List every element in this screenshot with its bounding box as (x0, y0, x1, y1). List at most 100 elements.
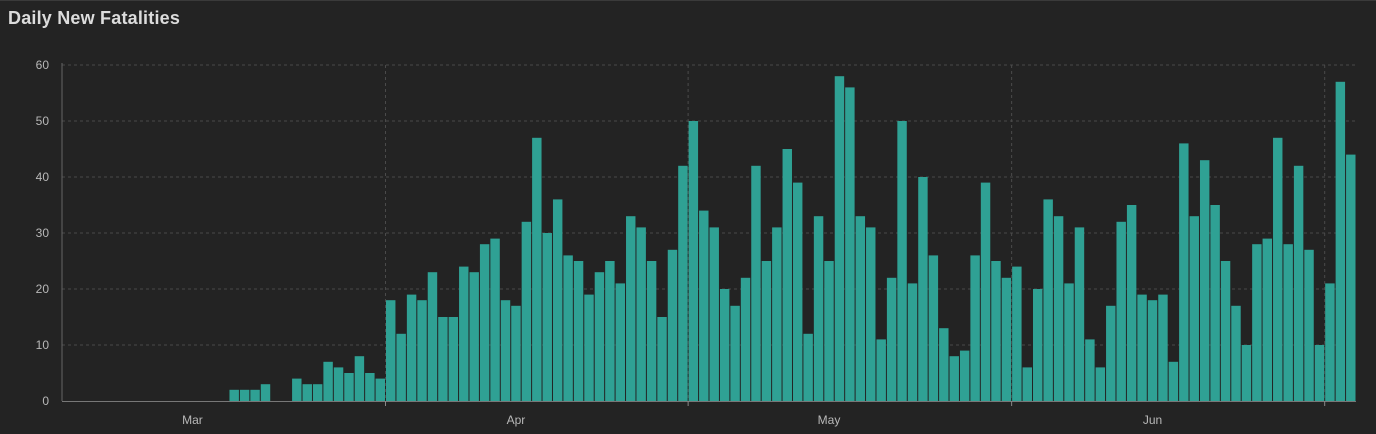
bar (1126, 205, 1137, 401)
bar (667, 249, 678, 401)
bar (459, 266, 469, 401)
bar (876, 339, 886, 401)
bar (490, 238, 500, 401)
bar (1241, 345, 1252, 401)
bar (312, 384, 323, 401)
y-tick-label: 50 (36, 114, 50, 128)
bar (626, 216, 636, 401)
bar (886, 277, 897, 401)
bar (1001, 277, 1012, 401)
bar (1273, 137, 1283, 402)
bar (1346, 154, 1356, 401)
bar (354, 356, 365, 401)
bar (479, 244, 490, 401)
bar (688, 121, 699, 401)
bar (918, 177, 928, 401)
bar (333, 367, 344, 401)
bar (1012, 266, 1022, 401)
bar (1022, 367, 1032, 401)
bar (1064, 283, 1074, 401)
bar (1033, 289, 1043, 401)
bar (897, 121, 907, 401)
bar (740, 277, 751, 401)
y-tick-label: 60 (36, 58, 50, 72)
bar (719, 289, 730, 401)
bar (678, 165, 688, 401)
x-tick-label: Apr (507, 413, 526, 427)
y-tick-label: 30 (36, 226, 50, 240)
bar (907, 283, 918, 401)
bar (959, 350, 970, 401)
bar (1116, 221, 1126, 401)
bar (250, 389, 260, 401)
bar (584, 294, 594, 401)
bar (1106, 305, 1116, 401)
bar (292, 378, 302, 401)
bar (761, 261, 772, 401)
bar (772, 227, 782, 401)
bar (845, 87, 855, 402)
bar (511, 305, 521, 401)
bar (1095, 367, 1106, 401)
bar (813, 216, 824, 401)
bar (1053, 216, 1064, 401)
bar (980, 182, 991, 401)
bar (1231, 305, 1241, 401)
bar (866, 227, 876, 401)
bar (1179, 143, 1189, 401)
bar (803, 333, 813, 401)
bar (1262, 238, 1273, 401)
x-tick-label: Mar (182, 413, 203, 427)
bar (605, 261, 615, 401)
bar (1168, 361, 1179, 401)
bar (657, 317, 667, 401)
bar (615, 283, 626, 401)
bar (438, 317, 448, 401)
bar (1283, 244, 1293, 401)
bar (260, 384, 271, 401)
bar (344, 373, 354, 401)
bar (855, 216, 866, 401)
bar (469, 272, 479, 401)
bar (699, 210, 709, 401)
bar (1199, 160, 1210, 401)
bar (427, 272, 438, 401)
bar (1304, 249, 1314, 401)
bar (500, 300, 511, 401)
bar (552, 199, 563, 401)
bar (323, 361, 333, 401)
y-tick-label: 10 (36, 338, 50, 352)
bar (1325, 283, 1335, 401)
bar (563, 255, 573, 401)
bar (229, 389, 239, 401)
bar (646, 261, 657, 401)
bar (302, 384, 312, 401)
bar (939, 328, 949, 401)
bar (751, 165, 761, 401)
bar (928, 255, 939, 401)
bar (1074, 227, 1085, 401)
bar (239, 389, 250, 401)
y-tick-label: 40 (36, 170, 50, 184)
bar (448, 317, 459, 401)
bar (386, 300, 396, 401)
bar (792, 182, 803, 401)
bar (365, 373, 375, 401)
y-tick-label: 0 (42, 394, 49, 408)
bar (1314, 345, 1325, 401)
bar (1210, 205, 1220, 401)
bar (1252, 244, 1262, 401)
x-tick-label: Jun (1143, 413, 1162, 427)
bar (521, 221, 532, 401)
bar (949, 356, 959, 401)
bar (417, 300, 427, 401)
bar (730, 305, 740, 401)
bar (406, 294, 417, 401)
bar (1158, 294, 1168, 401)
bar (1137, 294, 1147, 401)
bar (824, 261, 834, 401)
bar (375, 378, 385, 401)
x-tick-label: May (818, 413, 841, 427)
bar (709, 227, 719, 401)
